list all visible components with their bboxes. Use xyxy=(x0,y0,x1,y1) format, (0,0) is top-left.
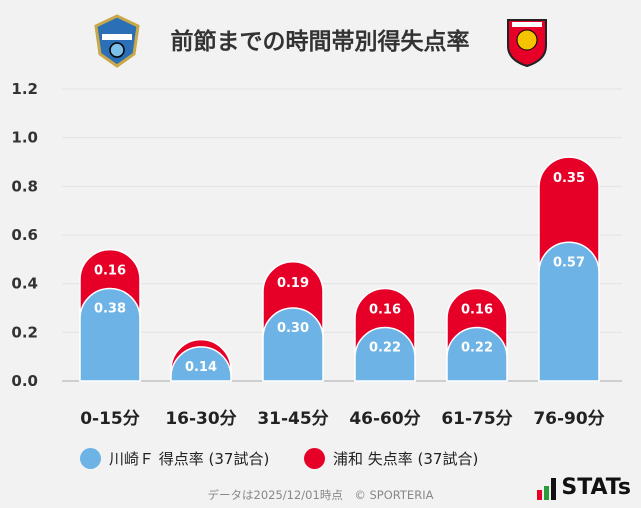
stats-bars-icon xyxy=(537,478,557,500)
data-label: 0.16 xyxy=(369,303,401,318)
data-label: 0.38 xyxy=(94,302,126,317)
data-label: 0.30 xyxy=(277,321,309,336)
data-label: 0.22 xyxy=(461,340,493,355)
stats-wordmark: STATs xyxy=(561,475,631,500)
x-tick-label: 31-45分 xyxy=(257,409,328,429)
x-tick-label: 16-30分 xyxy=(165,409,236,429)
legend-item-urawa: 浦和 失点率 (37試合) xyxy=(304,448,478,469)
chart-title: 前節までの時間帯別得失点率 xyxy=(170,29,470,55)
bar-kawasaki-scored xyxy=(446,326,508,382)
data-label: 0.19 xyxy=(277,276,309,291)
legend-label: 川崎Ｆ 得点率 (37試合) xyxy=(109,450,270,468)
x-tick-label: 76-90分 xyxy=(533,409,604,429)
y-tick-label: 0.4 xyxy=(11,275,38,293)
legend-swatch-blue xyxy=(80,448,101,469)
y-tick-label: 0.2 xyxy=(11,323,38,341)
y-tick-label: 1.0 xyxy=(11,129,38,147)
bar-kawasaki-scored xyxy=(262,307,324,382)
bar-kawasaki-scored xyxy=(538,241,600,382)
bar-chart: 0.0 0.2 0.4 0.6 0.8 1.0 1.2 0.38 0.16 0-15分 0.14 16… xyxy=(11,80,622,429)
legend-swatch-red xyxy=(304,448,325,469)
data-label: 0.57 xyxy=(553,255,585,270)
bar-kawasaki-scored xyxy=(354,326,416,382)
data-label: 0.22 xyxy=(369,340,401,355)
y-tick-label: 0.8 xyxy=(11,177,38,195)
bar-kawasaki-scored xyxy=(170,346,232,382)
data-label: 0.14 xyxy=(185,360,217,375)
bar-kawasaki-scored xyxy=(79,287,141,382)
legend-label: 浦和 失点率 (37試合) xyxy=(333,450,479,468)
data-label: 0.35 xyxy=(553,171,585,186)
stats-logo: STATs xyxy=(537,475,631,500)
urawa-reds-logo xyxy=(507,19,547,68)
x-tick-label: 46-60分 xyxy=(349,409,420,429)
footer-note: データは2025/12/01時点 © SPORTERIA xyxy=(207,488,434,502)
kawasaki-frontale-logo xyxy=(94,14,140,68)
legend-item-kawasaki: 川崎Ｆ 得点率 (37試合) xyxy=(80,448,269,469)
x-tick-label: 0-15分 xyxy=(80,409,140,429)
x-tick-label: 61-75分 xyxy=(441,409,512,429)
data-label: 0.16 xyxy=(461,303,493,318)
y-tick-label: 0.0 xyxy=(11,372,38,390)
y-tick-label: 0.6 xyxy=(11,226,38,244)
y-tick-label: 1.2 xyxy=(11,80,38,98)
data-label: 0.16 xyxy=(94,264,126,279)
